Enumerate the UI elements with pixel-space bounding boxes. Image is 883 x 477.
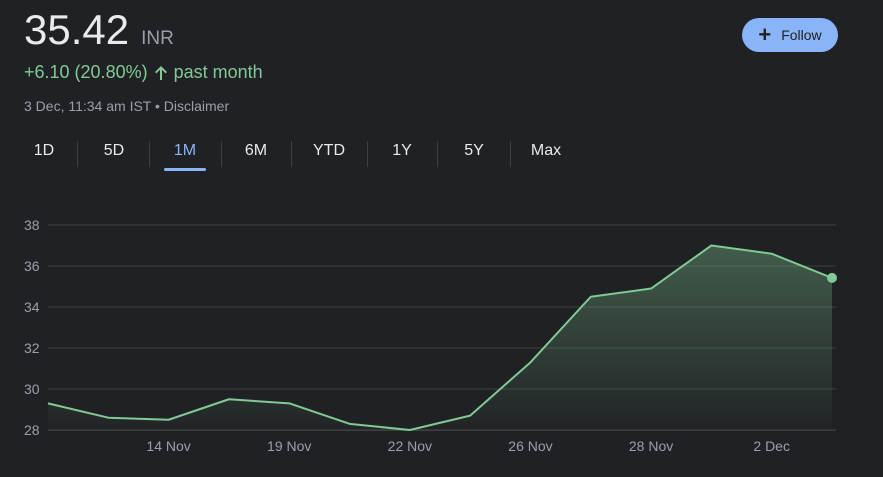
- tab-divider: [367, 141, 368, 167]
- range-tabs: 1D 5D 1M 6M YTD 1Y 5Y Max: [0, 136, 600, 176]
- data-point: [649, 287, 653, 291]
- data-point: [709, 244, 713, 248]
- area-fill: [48, 245, 832, 430]
- y-tick-label: 34: [24, 299, 40, 315]
- disclaimer-link[interactable]: Disclaimer: [163, 98, 230, 114]
- price-chart-svg: 28 30 32 34 36 38 14 Nov 19 Nov 22 Nov 26 Nov 28 …: [24, 217, 837, 454]
- y-tick-label: 30: [24, 381, 40, 397]
- tab-divider: [437, 141, 438, 167]
- active-tab-indicator: [164, 168, 206, 171]
- tab-ytd[interactable]: YTD: [313, 142, 345, 159]
- tab-divider: [291, 141, 292, 167]
- tab-6m[interactable]: 6M: [244, 142, 268, 159]
- data-point: [528, 360, 532, 364]
- current-price: 35.42: [24, 6, 130, 53]
- data-point: [106, 416, 110, 420]
- arrow-up-icon: [154, 65, 168, 81]
- meta-row: 3 Dec, 11:34 am IST • Disclaimer: [24, 98, 229, 114]
- y-tick-label: 28: [24, 422, 40, 438]
- tab-divider: [149, 141, 150, 167]
- data-point: [46, 401, 50, 405]
- data-point: [468, 414, 472, 418]
- data-point: [227, 397, 231, 401]
- series-line: [47, 244, 833, 431]
- last-price-point: [827, 272, 837, 283]
- tab-5d[interactable]: 5D: [103, 142, 125, 159]
- tab-divider: [221, 141, 222, 167]
- price-row: 35.42 INR: [24, 6, 174, 54]
- price-change: +6.10 (20.80%): [24, 62, 148, 82]
- tab-5y[interactable]: 5Y: [464, 142, 484, 159]
- data-point: [408, 428, 412, 432]
- x-tick-label: 26 Nov: [508, 438, 552, 454]
- x-tick-label: 14 Nov: [146, 438, 190, 454]
- follow-label: Follow: [781, 27, 822, 43]
- y-tick-label: 32: [24, 340, 40, 356]
- tab-1d[interactable]: 1D: [33, 142, 55, 159]
- tab-divider: [77, 141, 78, 167]
- tab-max[interactable]: Max: [530, 142, 562, 159]
- currency-label: INR: [141, 28, 174, 49]
- price-chart[interactable]: 28 30 32 34 36 38 14 Nov 19 Nov 22 Nov 26 Nov 28 …: [0, 200, 883, 472]
- data-point: [348, 422, 352, 426]
- x-tick-label: 28 Nov: [629, 438, 673, 454]
- x-tick-label: 22 Nov: [388, 438, 432, 454]
- change-period: past month: [173, 62, 263, 82]
- timestamp: 3 Dec, 11:34 am IST: [24, 98, 152, 114]
- change-row: +6.10 (20.80%) past month: [24, 62, 263, 83]
- data-point: [770, 252, 774, 256]
- tab-1y[interactable]: 1Y: [392, 142, 412, 159]
- tab-1m[interactable]: 1M: [173, 142, 197, 159]
- tab-divider: [510, 141, 511, 167]
- follow-button[interactable]: + Follow: [742, 18, 838, 52]
- data-point: [287, 401, 291, 405]
- y-tick-label: 36: [24, 258, 40, 274]
- data-point: [167, 418, 171, 422]
- data-point: [589, 295, 593, 299]
- plus-icon: +: [758, 22, 772, 47]
- x-tick-label: 19 Nov: [267, 438, 311, 454]
- separator: •: [155, 98, 160, 114]
- y-tick-label: 38: [24, 217, 40, 233]
- x-tick-label: 2 Dec: [753, 438, 790, 454]
